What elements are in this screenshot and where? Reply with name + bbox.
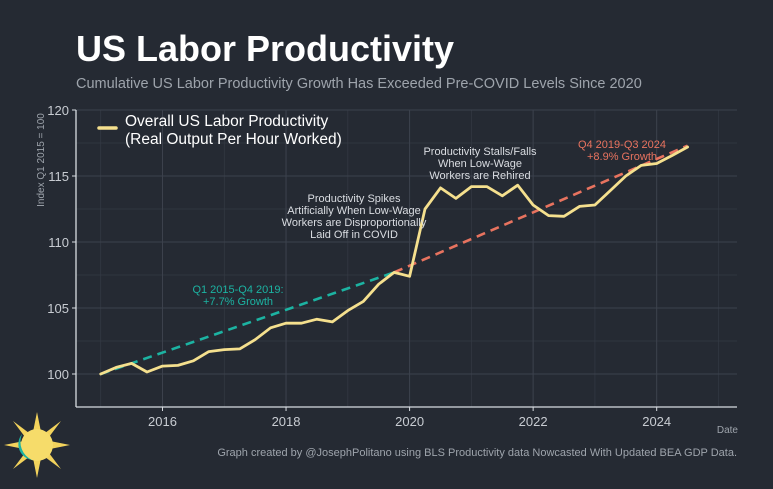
productivity-series-line bbox=[99, 145, 689, 376]
legend-label-line2: (Real Output Per Hour Worked) bbox=[125, 131, 342, 148]
post-covid-trend-line bbox=[393, 144, 689, 274]
x-tick-label: 2024 bbox=[642, 414, 671, 429]
covid-annotation-line2: Artificially When Low-Wage bbox=[287, 205, 420, 217]
x-tick-label: 2020 bbox=[395, 414, 424, 429]
legend: Overall US Labor Productivity (Real Outp… bbox=[97, 113, 342, 148]
covid-spike-annotation: Productivity Spikes Artificially When Lo… bbox=[282, 193, 427, 241]
stall-annotation-line3: Workers are Rehired bbox=[429, 170, 530, 182]
x-tick-label: 2018 bbox=[272, 414, 301, 429]
sun-shadow bbox=[18, 434, 32, 460]
pre-trend-label-line2: +7.7% Growth bbox=[203, 296, 273, 308]
series-lines bbox=[99, 145, 689, 376]
post-trend-label-line1: Q4 2019-Q3 2024 bbox=[578, 139, 666, 151]
sun-disc bbox=[21, 429, 53, 461]
legend-label-line1: Overall US Labor Productivity bbox=[125, 113, 329, 130]
covid-annotation-line1: Productivity Spikes bbox=[308, 193, 401, 205]
stall-annotation: Productivity Stalls/Falls When Low-Wage … bbox=[423, 146, 537, 182]
x-axis-title: Date bbox=[717, 425, 739, 436]
x-tick-label: 2016 bbox=[148, 414, 177, 429]
chart-title: US Labor Productivity bbox=[76, 28, 455, 69]
trend-lines bbox=[100, 144, 689, 376]
pre-trend-label-line1: Q1 2015-Q4 2019: bbox=[192, 284, 283, 296]
post-trend-label: Q4 2019-Q3 2024 +8.9% Growth bbox=[578, 139, 666, 163]
y-tick-label: 115 bbox=[48, 169, 69, 184]
sun-logo-icon bbox=[4, 412, 70, 478]
y-tick-label: 100 bbox=[47, 367, 69, 382]
y-axis-title: Index Q1 2015 = 100 bbox=[36, 113, 47, 207]
x-tick-label: 2022 bbox=[519, 414, 548, 429]
x-ticks: 2016 2018 2020 2022 2024 bbox=[148, 407, 671, 429]
chart-subtitle: Cumulative US Labor Productivity Growth … bbox=[76, 76, 642, 92]
stall-annotation-line1: Productivity Stalls/Falls bbox=[423, 146, 537, 158]
covid-annotation-line3: Workers are Disproportionally bbox=[282, 217, 427, 229]
y-ticks: 100 105 110 115 120 bbox=[47, 103, 76, 382]
pre-covid-trend-line bbox=[100, 271, 395, 376]
covid-annotation-line4: Laid Off in COVID bbox=[310, 229, 398, 241]
source-credit: Graph created by @JosephPolitano using B… bbox=[217, 447, 737, 459]
pre-trend-label: Q1 2015-Q4 2019: +7.7% Growth bbox=[192, 284, 283, 308]
y-tick-label: 105 bbox=[47, 301, 69, 316]
stall-annotation-line2: When Low-Wage bbox=[438, 158, 522, 170]
y-tick-label: 110 bbox=[48, 235, 69, 250]
post-trend-label-line2: +8.9% Growth bbox=[587, 151, 657, 163]
y-tick-label: 120 bbox=[47, 103, 69, 118]
